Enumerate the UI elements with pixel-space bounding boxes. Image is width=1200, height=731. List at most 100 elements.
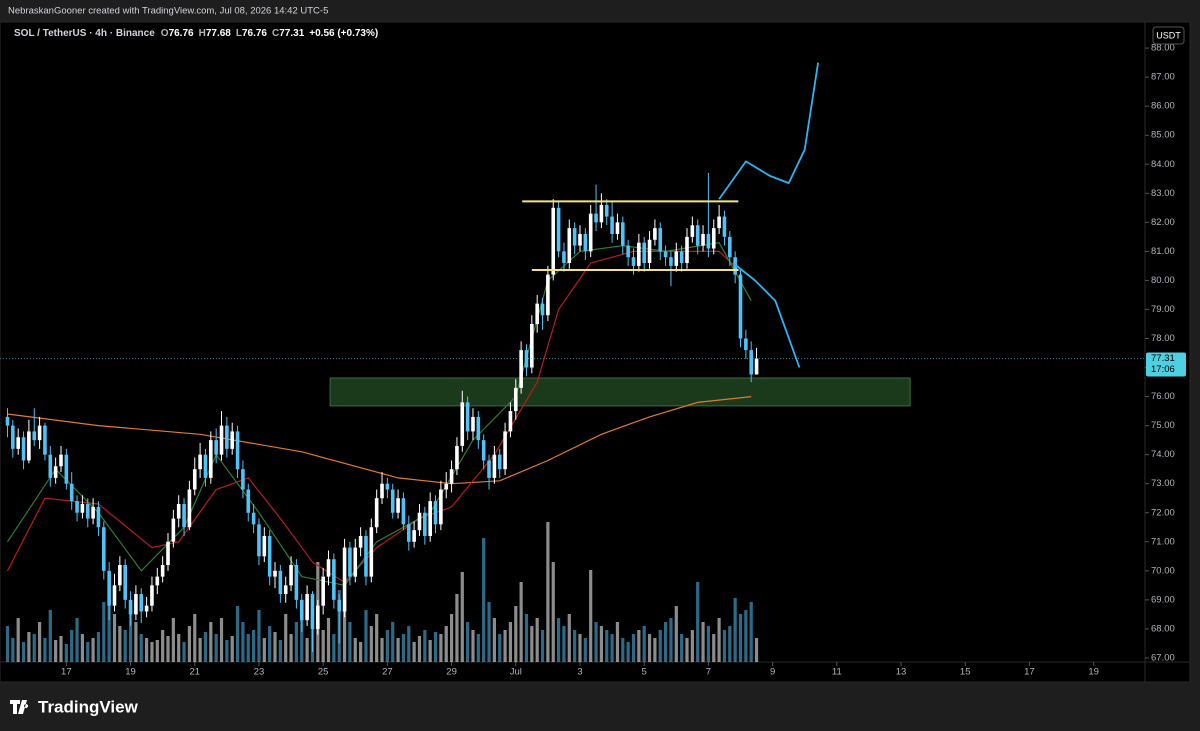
volume-bar bbox=[43, 638, 47, 662]
candle-body bbox=[417, 512, 422, 531]
candle-body bbox=[711, 228, 716, 249]
currency[interactable]: USDT bbox=[1156, 30, 1181, 40]
volume-bar bbox=[449, 614, 454, 662]
volume-bar bbox=[503, 630, 507, 662]
volume-bar bbox=[626, 642, 630, 662]
candle-body bbox=[508, 411, 513, 432]
volume-bar bbox=[728, 626, 732, 662]
candle-body bbox=[556, 207, 561, 252]
plot-area bbox=[0, 62, 1145, 662]
candle-body bbox=[642, 242, 646, 263]
volume-bar bbox=[647, 634, 652, 662]
candle-body bbox=[647, 239, 652, 263]
candle-body bbox=[16, 437, 20, 449]
volume-bar bbox=[5, 626, 10, 662]
volume-bar bbox=[717, 618, 721, 662]
candle-body bbox=[101, 527, 106, 571]
logo-text: TradingView bbox=[38, 697, 139, 716]
candle-body bbox=[364, 535, 368, 577]
volume-bar bbox=[118, 626, 122, 662]
volume-bar bbox=[342, 606, 347, 662]
volume-bar bbox=[642, 626, 646, 662]
candle-body bbox=[123, 565, 128, 600]
candle-body bbox=[594, 213, 598, 223]
volume-bar bbox=[359, 642, 363, 662]
y-tick-label: 87.00 bbox=[1151, 72, 1175, 83]
volume-bar bbox=[428, 640, 432, 662]
y-tick-label: 85.00 bbox=[1151, 130, 1175, 141]
candle-body bbox=[209, 440, 213, 478]
y-tick-label: 86.00 bbox=[1151, 101, 1175, 112]
volume-bar bbox=[433, 632, 438, 662]
candle-body bbox=[348, 547, 352, 577]
volume-bar bbox=[519, 582, 523, 662]
volume-bar bbox=[102, 602, 106, 662]
candle-body bbox=[241, 469, 245, 490]
volume-bar bbox=[364, 610, 368, 662]
volume-bar bbox=[701, 622, 705, 662]
candle-body bbox=[369, 527, 374, 577]
projection-path bbox=[732, 262, 801, 368]
ohlc-value: 77.68 bbox=[206, 28, 231, 39]
candle-body bbox=[481, 440, 486, 461]
candle-body bbox=[85, 504, 90, 519]
candle-body bbox=[267, 535, 272, 577]
volume-bar bbox=[621, 638, 625, 662]
x-tick-label: 13 bbox=[896, 667, 907, 678]
volume-bar bbox=[225, 640, 229, 662]
candle-body bbox=[321, 576, 325, 606]
candle-body bbox=[332, 559, 336, 600]
y-tick-label: 71.00 bbox=[1151, 536, 1175, 547]
projection-path bbox=[718, 62, 819, 200]
volume-bar bbox=[514, 606, 518, 662]
candle-body bbox=[219, 425, 224, 455]
chart-panel bbox=[0, 21, 1191, 683]
candle-body bbox=[192, 469, 197, 490]
volume-bar bbox=[209, 622, 213, 662]
volume-bar bbox=[722, 630, 727, 662]
candle-body bbox=[203, 454, 208, 478]
y-tick-label: 68.00 bbox=[1151, 623, 1175, 634]
volume-bar bbox=[64, 644, 68, 662]
countdown: 17:06 bbox=[1151, 364, 1175, 375]
candle-body bbox=[278, 570, 283, 595]
candle-body bbox=[198, 454, 202, 470]
x-tick-label: 17 bbox=[61, 667, 72, 678]
x-tick-label: 23 bbox=[254, 667, 265, 678]
volume-bar bbox=[262, 638, 266, 662]
support-zone bbox=[329, 377, 911, 407]
volume-bar bbox=[289, 634, 293, 662]
candle-body bbox=[583, 233, 588, 252]
candle-body bbox=[5, 416, 10, 426]
candle-body bbox=[492, 454, 497, 478]
candle-body bbox=[27, 431, 31, 461]
y-tick-label: 88.00 bbox=[1151, 43, 1175, 54]
volume-bar bbox=[37, 622, 42, 662]
candle-body bbox=[733, 257, 737, 275]
volume-bar bbox=[471, 630, 475, 662]
candle-body bbox=[150, 585, 154, 606]
candle-body bbox=[187, 489, 192, 528]
candle-body bbox=[465, 402, 470, 432]
x-tick-label: 29 bbox=[446, 667, 457, 678]
volume-bar bbox=[257, 610, 261, 662]
last-price-box bbox=[1146, 352, 1186, 377]
candle-body bbox=[59, 454, 63, 467]
volume-bar bbox=[353, 638, 357, 662]
volume-bar bbox=[187, 626, 192, 662]
candle-body bbox=[401, 498, 406, 525]
currency-button[interactable] bbox=[1152, 26, 1185, 45]
volume-bar bbox=[54, 640, 58, 662]
volume-bar bbox=[326, 618, 331, 662]
candle-body bbox=[144, 605, 149, 612]
volume-bar bbox=[605, 630, 609, 662]
volume-bar bbox=[230, 636, 234, 662]
candle-body bbox=[225, 425, 229, 449]
volume-bar bbox=[712, 634, 716, 662]
candle-body bbox=[690, 225, 695, 237]
candle-body bbox=[299, 599, 304, 621]
volume-bar bbox=[150, 642, 154, 662]
volume-bar bbox=[460, 572, 464, 662]
y-tick-label: 74.00 bbox=[1151, 449, 1175, 460]
